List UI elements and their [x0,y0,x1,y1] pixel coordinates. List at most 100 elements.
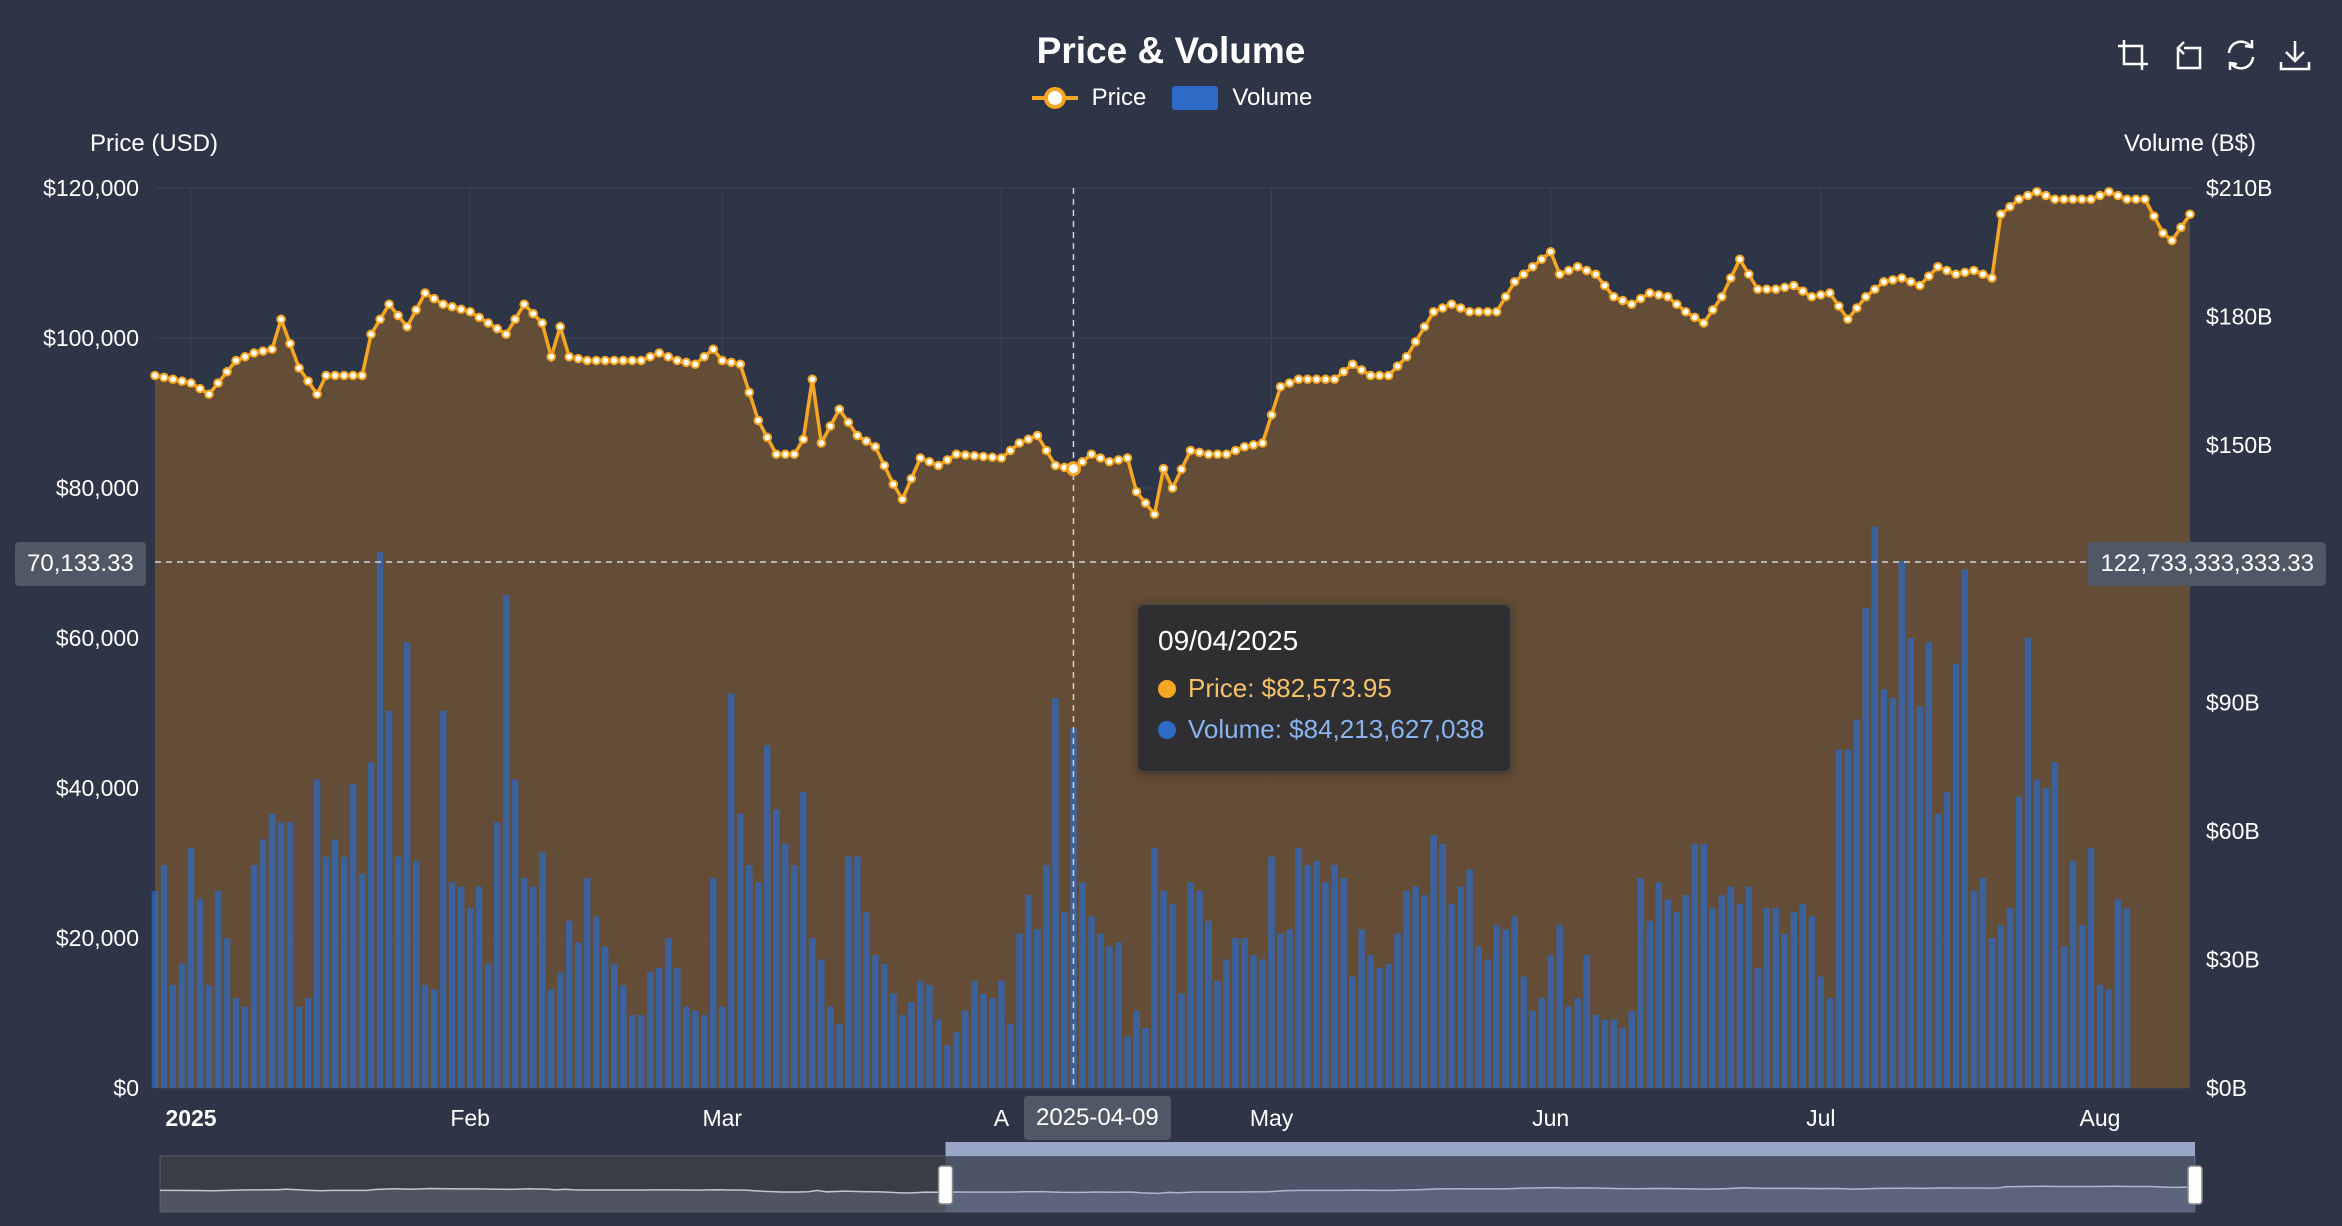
volume-bar[interactable] [1367,955,1374,1088]
volume-bar[interactable] [971,980,978,1088]
price-point[interactable] [393,310,403,321]
volume-bar[interactable] [728,693,735,1088]
volume-bar[interactable] [385,710,393,1088]
volume-bar[interactable] [899,1015,906,1088]
price-point[interactable] [1302,374,1313,385]
price-point[interactable] [1933,261,1943,272]
volume-bar[interactable] [1754,968,1762,1088]
volume-bar[interactable] [1601,1019,1608,1088]
volume-bar[interactable] [529,886,537,1088]
price-point[interactable] [1906,276,1916,287]
price-point[interactable] [1275,381,1286,392]
price-point[interactable] [402,321,412,332]
price-point[interactable] [861,436,872,446]
volume-bar[interactable] [863,912,870,1088]
price-point[interactable] [510,314,520,325]
volume-bar[interactable] [719,1006,726,1088]
volume-bar[interactable] [1943,792,1951,1088]
price-point[interactable] [987,452,998,463]
volume-bar[interactable] [1043,865,1050,1088]
price-point[interactable] [1789,280,1799,291]
price-point[interactable] [2149,211,2159,221]
volume-bar[interactable] [872,955,879,1088]
price-point[interactable] [2140,194,2150,205]
price-point[interactable] [357,370,367,381]
volume-bar[interactable] [1439,843,1446,1088]
volume-bar[interactable] [1700,843,1708,1088]
price-point[interactable] [1041,445,1052,456]
volume-bar[interactable] [1970,890,1978,1088]
price-point[interactable] [798,434,809,445]
volume-bar[interactable] [791,865,798,1088]
volume-bar[interactable] [692,1010,699,1088]
volume-bar[interactable] [1268,856,1275,1088]
price-point[interactable] [1500,291,1511,302]
volume-bar[interactable] [1979,878,1987,1088]
volume-bar[interactable] [1790,912,1798,1088]
price-point[interactable] [285,338,295,349]
price-point[interactable] [1383,370,1394,381]
price-point[interactable] [312,389,322,400]
price-point[interactable] [1951,269,1961,280]
price-point[interactable] [1410,336,1421,347]
volume-bar[interactable] [1826,998,1834,1088]
price-point[interactable] [591,355,602,366]
volume-bar[interactable] [493,822,501,1088]
price-point[interactable] [1834,301,1844,311]
volume-bar[interactable] [746,865,753,1088]
price-point[interactable] [663,351,674,362]
volume-bar[interactable] [457,886,465,1088]
price-point[interactable] [1825,288,1835,298]
volume-bar[interactable] [277,822,285,1088]
volume-bar[interactable] [412,860,420,1088]
price-point[interactable] [1338,366,1349,377]
volume-bar[interactable] [1808,916,1816,1088]
volume-bar[interactable] [1259,959,1266,1088]
volume-bar[interactable] [1529,1010,1536,1088]
volume-bar[interactable] [349,783,357,1088]
volume-bar[interactable] [1286,929,1293,1088]
price-point[interactable] [1464,306,1475,317]
price-point[interactable] [1131,486,1142,497]
volume-bar[interactable] [1205,920,1212,1088]
volume-bar[interactable] [547,989,555,1088]
price-point[interactable] [222,366,232,377]
price-point[interactable] [906,473,917,484]
volume-bar[interactable] [511,779,519,1088]
price-point[interactable] [1329,374,1340,385]
volume-bar[interactable] [1475,946,1482,1088]
volume-bar[interactable] [610,963,618,1088]
price-point[interactable] [1572,261,1583,272]
price-point[interactable] [1680,306,1691,317]
price-point[interactable] [1158,463,1169,474]
price-point[interactable] [1230,445,1241,456]
volume-bar[interactable] [1079,882,1086,1088]
volume-bar[interactable] [1772,908,1780,1088]
volume-bar[interactable] [764,745,771,1088]
price-point[interactable] [834,404,845,415]
price-point[interactable] [2005,201,2015,212]
volume-bar[interactable] [403,642,411,1088]
volume-bar[interactable] [1340,878,1347,1088]
price-point[interactable] [1761,284,1772,295]
price-point[interactable] [1626,299,1637,310]
price-point[interactable] [447,301,457,312]
price-point[interactable] [1320,374,1331,385]
zoom-select-button[interactable] [2116,38,2150,72]
price-point[interactable] [1095,453,1106,463]
volume-bar[interactable] [592,916,600,1088]
volume-bar[interactable] [809,938,816,1088]
volume-bar[interactable] [755,882,762,1088]
volume-bar[interactable] [421,985,429,1088]
volume-bar[interactable] [295,1006,303,1088]
volume-bar[interactable] [1880,689,1888,1088]
volume-bar[interactable] [710,878,717,1088]
price-point[interactable] [483,318,493,328]
volume-bar[interactable] [178,963,186,1088]
price-point[interactable] [1816,290,1826,300]
price-point[interactable] [1581,265,1592,276]
price-point[interactable] [699,351,710,362]
price-point[interactable] [2122,194,2132,205]
volume-bar[interactable] [2024,638,2032,1088]
price-point[interactable] [582,355,593,366]
